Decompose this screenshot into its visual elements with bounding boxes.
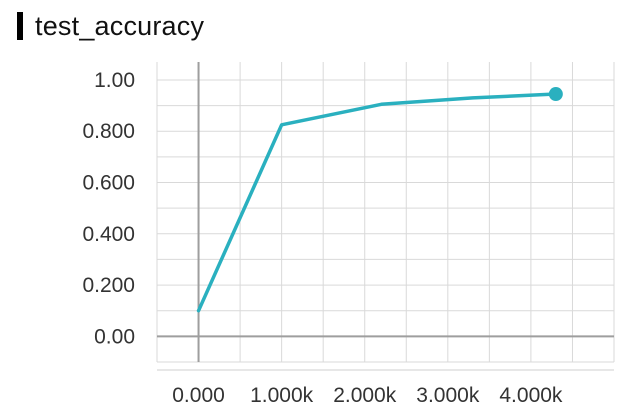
x-tick-label: 0.000 (172, 384, 225, 407)
y-tick-label: 0.800 (82, 120, 135, 143)
title-marker-bar (17, 12, 23, 40)
y-tick-label: 0.200 (82, 274, 135, 297)
card-header: test_accuracy (17, 8, 204, 44)
x-tick-label: 4.000k (499, 384, 563, 407)
x-tick-label: 3.000k (416, 384, 480, 407)
x-tick-label: 1.000k (250, 384, 314, 407)
y-tick-label: 0.600 (82, 172, 135, 195)
chart-title: test_accuracy (35, 10, 205, 41)
y-tick-label: 0.400 (82, 223, 135, 246)
series-endpoint-marker[interactable] (548, 87, 563, 102)
x-tick-label: 2.000k (333, 384, 397, 407)
series-line (196, 92, 558, 313)
y-tick-label: 0.00 (94, 325, 135, 348)
y-tick-label: 1.00 (94, 69, 135, 92)
